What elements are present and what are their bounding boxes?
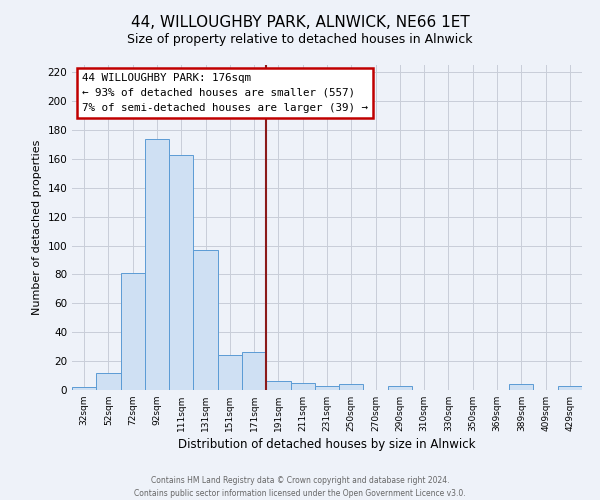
- Text: 44, WILLOUGHBY PARK, ALNWICK, NE66 1ET: 44, WILLOUGHBY PARK, ALNWICK, NE66 1ET: [131, 15, 469, 30]
- Text: 44 WILLOUGHBY PARK: 176sqm
← 93% of detached houses are smaller (557)
7% of semi: 44 WILLOUGHBY PARK: 176sqm ← 93% of deta…: [82, 73, 368, 112]
- Bar: [388, 386, 412, 390]
- Bar: [509, 384, 533, 390]
- Bar: [315, 386, 339, 390]
- Bar: [218, 356, 242, 390]
- Bar: [145, 138, 169, 390]
- Text: Size of property relative to detached houses in Alnwick: Size of property relative to detached ho…: [127, 32, 473, 46]
- Bar: [242, 352, 266, 390]
- Text: Contains HM Land Registry data © Crown copyright and database right 2024.
Contai: Contains HM Land Registry data © Crown c…: [134, 476, 466, 498]
- Bar: [169, 154, 193, 390]
- Bar: [558, 386, 582, 390]
- Bar: [193, 250, 218, 390]
- Bar: [266, 382, 290, 390]
- Bar: [339, 384, 364, 390]
- Bar: [72, 387, 96, 390]
- X-axis label: Distribution of detached houses by size in Alnwick: Distribution of detached houses by size …: [178, 438, 476, 451]
- Bar: [290, 383, 315, 390]
- Bar: [96, 372, 121, 390]
- Y-axis label: Number of detached properties: Number of detached properties: [32, 140, 42, 315]
- Bar: [121, 273, 145, 390]
